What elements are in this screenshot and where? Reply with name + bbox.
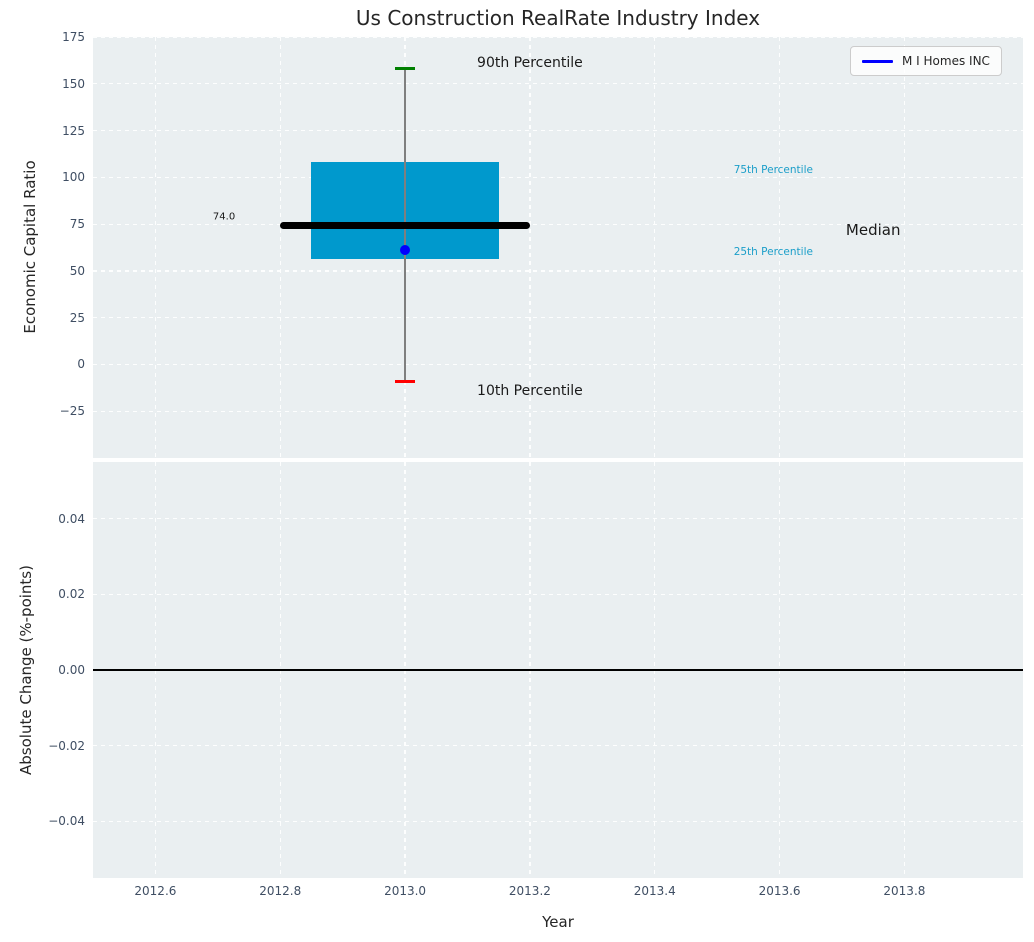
y-gridline xyxy=(93,745,1023,747)
x-tick-label: 2013.8 xyxy=(883,884,926,898)
x-tick-label: 2012.6 xyxy=(134,884,177,898)
y-tick-label: 125 xyxy=(62,123,85,138)
y-tick-label: −0.04 xyxy=(48,814,85,829)
annotation-label: 90th Percentile xyxy=(477,55,583,72)
x-gridline xyxy=(778,37,781,458)
y-gridline xyxy=(93,176,1023,179)
y-gridline xyxy=(93,518,1023,520)
x-tick-label: 2013.0 xyxy=(384,884,427,898)
y-tick-label: 150 xyxy=(62,76,85,91)
x-gridline xyxy=(529,37,531,458)
x-tick-label: 2013.6 xyxy=(758,884,801,898)
y-gridline xyxy=(93,83,1023,85)
x-axis-label: Year xyxy=(542,913,574,931)
whisker-cap-10th-percentile xyxy=(395,379,416,383)
y-tick-label: 0.02 xyxy=(58,587,85,602)
annotation-label: Median xyxy=(845,220,901,239)
y-tick-label: −25 xyxy=(59,404,85,419)
annotation-label: 75th Percentile xyxy=(733,163,813,176)
y-gridline xyxy=(93,363,1023,366)
y-gridline xyxy=(93,270,1023,272)
median-line xyxy=(280,222,530,230)
annotation-label: 74.0 xyxy=(212,211,236,223)
top-y-axis-label: Economic Capital Ratio xyxy=(21,160,39,334)
y-tick-label: 100 xyxy=(62,170,85,185)
x-gridline xyxy=(903,37,906,458)
y-tick-label: 75 xyxy=(69,217,85,232)
x-gridline xyxy=(154,37,157,458)
y-gridline xyxy=(93,317,1023,319)
y-tick-label: 50 xyxy=(69,263,85,278)
y-gridline xyxy=(93,129,1023,132)
y-tick-label: 0 xyxy=(77,357,85,372)
x-gridline xyxy=(654,37,656,458)
x-tick-label: 2013.4 xyxy=(633,884,676,898)
y-gridline xyxy=(93,593,1023,596)
chart-title: Us Construction RealRate Industry Index xyxy=(355,6,761,30)
y-tick-label: 0.04 xyxy=(58,511,85,526)
y-gridline xyxy=(93,223,1023,225)
y-gridline xyxy=(93,410,1023,412)
y-tick-label: −0.02 xyxy=(48,738,85,753)
y-tick-label: 175 xyxy=(62,30,85,44)
y-gridline xyxy=(93,36,1023,38)
annotation-label: 10th Percentile xyxy=(477,382,583,399)
legend-line-sample xyxy=(862,59,893,63)
whisker-cap-90th-percentile xyxy=(395,67,416,71)
annotation-label: 25th Percentile xyxy=(733,246,813,259)
y-tick-label: 25 xyxy=(69,310,85,325)
bottom-y-axis-label: Absolute Change (%-points) xyxy=(17,565,35,775)
legend-label: M I Homes INC xyxy=(902,54,990,68)
y-tick-label: 0.00 xyxy=(58,663,85,677)
x-gridline xyxy=(279,37,281,458)
company-value-dot xyxy=(400,245,411,256)
top-plot-area xyxy=(93,37,1023,458)
legend: M I Homes INC xyxy=(850,46,1002,76)
x-tick-label: 2012.8 xyxy=(259,884,302,898)
x-tick-label: 2013.2 xyxy=(508,884,551,898)
zero-reference-line xyxy=(93,669,1023,671)
y-gridline xyxy=(93,820,1023,822)
